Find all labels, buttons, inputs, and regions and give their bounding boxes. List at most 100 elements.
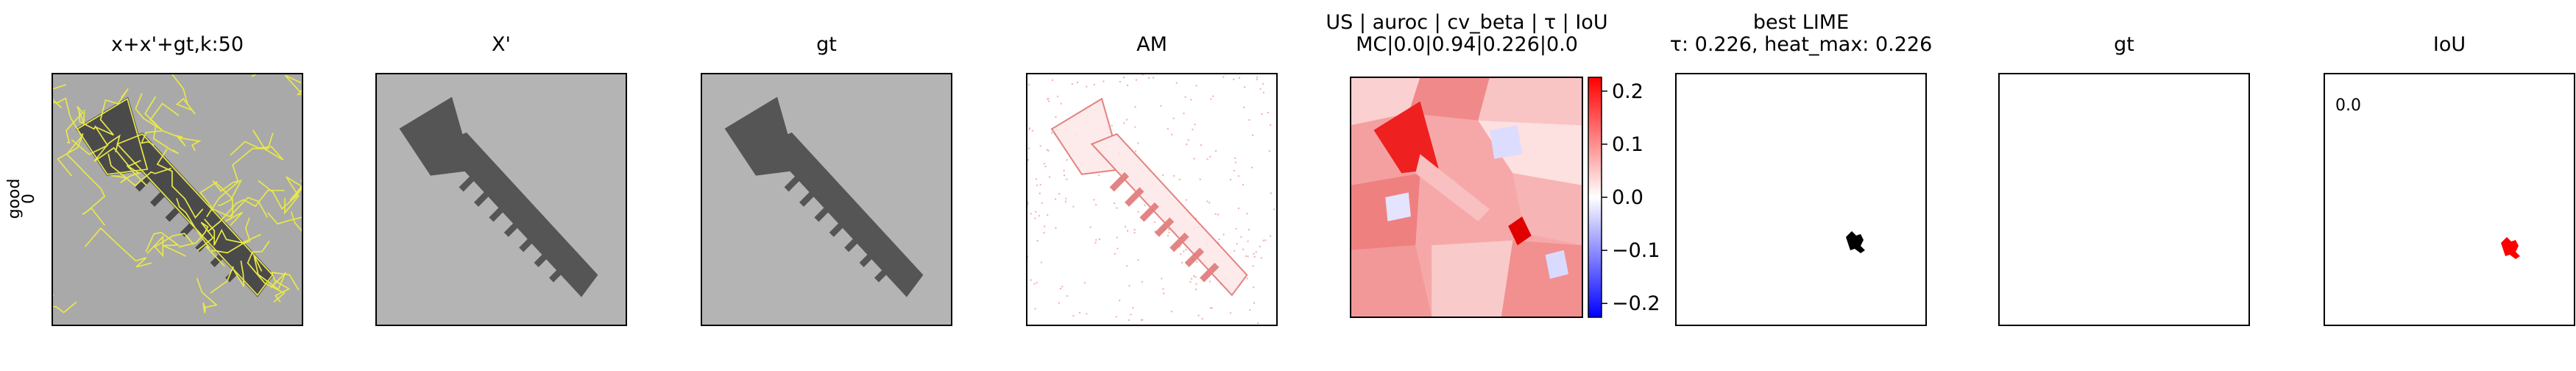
noise-dot xyxy=(1270,124,1272,126)
noise-dot xyxy=(1252,134,1254,136)
noise-dot xyxy=(1065,200,1067,202)
noise-dot xyxy=(1237,175,1239,177)
gt-outline xyxy=(76,97,149,175)
noise-dot xyxy=(1027,203,1029,205)
noise-dot xyxy=(1134,150,1136,152)
axes-frame xyxy=(375,73,627,326)
noise-dot xyxy=(1114,252,1116,255)
noise-dot xyxy=(1180,253,1182,255)
noise-dot xyxy=(1031,130,1033,132)
noise-dot xyxy=(1222,76,1225,78)
superpixel-boundary xyxy=(267,211,302,233)
superpixel-boundary xyxy=(107,153,172,187)
superpixel-boundary xyxy=(284,74,302,96)
noise-dot xyxy=(1036,184,1038,186)
noise-dot xyxy=(1134,126,1136,128)
noise-dot xyxy=(1191,278,1193,280)
noise-dot xyxy=(1154,221,1156,223)
noise-dot xyxy=(1144,204,1146,206)
noise-dot xyxy=(1125,119,1128,121)
iou-map xyxy=(2324,74,2575,325)
noise-dot xyxy=(1192,128,1194,130)
noise-dot xyxy=(1168,231,1170,233)
noise-dot xyxy=(1161,278,1163,280)
noise-dot xyxy=(1210,98,1212,100)
noise-dot xyxy=(1209,202,1211,204)
noise-dot xyxy=(1237,207,1239,209)
gt-outline xyxy=(116,133,274,297)
panel-title: gt xyxy=(816,33,837,56)
row-label: good xyxy=(5,179,24,219)
noise-dot xyxy=(1122,77,1125,79)
noise-dot xyxy=(1061,286,1064,288)
noise-dot xyxy=(1036,281,1038,283)
noise-dot xyxy=(1135,79,1137,81)
noise-dot xyxy=(1047,214,1049,216)
superpixel-boundary xyxy=(207,189,285,233)
axes-frame xyxy=(1350,77,1583,318)
noise-dot xyxy=(1253,302,1256,304)
noise-dot xyxy=(1127,85,1129,87)
noise-dot xyxy=(1038,192,1041,194)
noise-dot xyxy=(1071,82,1073,85)
noise-dot xyxy=(1093,84,1095,86)
noise-dot xyxy=(1055,116,1057,119)
noise-dot xyxy=(1128,319,1130,321)
noise-dot xyxy=(1119,80,1121,82)
noise-dot xyxy=(1264,239,1267,241)
noise-dot xyxy=(1040,261,1042,264)
noise-dot xyxy=(1030,213,1032,215)
noise-dot xyxy=(1028,128,1030,130)
noise-dot xyxy=(1201,318,1203,320)
noise-dot xyxy=(1253,286,1255,289)
noise-dot xyxy=(1043,163,1045,165)
mask-blob xyxy=(1846,231,1865,253)
axes-frame xyxy=(1026,73,1278,326)
noise-dot xyxy=(1103,80,1105,82)
noise-dot xyxy=(1249,309,1251,311)
noise-dot xyxy=(1185,199,1187,201)
noise-dot xyxy=(1222,233,1225,236)
noise-dot xyxy=(1141,280,1143,283)
noise-dot xyxy=(1161,174,1164,176)
noise-dot xyxy=(1035,211,1037,213)
superpixel-boundary xyxy=(156,148,204,219)
noise-dot xyxy=(1230,312,1232,314)
noise-dot xyxy=(1072,205,1075,208)
noise-dot xyxy=(1175,82,1178,84)
noise-dot xyxy=(1063,169,1065,172)
noise-dot xyxy=(1098,239,1100,241)
noise-dot xyxy=(1140,319,1142,321)
noise-dot xyxy=(1119,300,1121,302)
noise-dot xyxy=(1128,285,1130,287)
superpixel-boundary xyxy=(84,227,152,268)
noise-dot xyxy=(1233,169,1235,172)
noise-dot xyxy=(1154,230,1156,233)
colorbar-tick-label: 0.1 xyxy=(1612,133,1643,156)
noise-dot xyxy=(1255,251,1257,253)
noise-dot xyxy=(1055,227,1057,230)
axes-frame xyxy=(2324,73,2575,326)
noise-dot xyxy=(1235,227,1237,230)
image xyxy=(376,74,626,325)
noise-dot xyxy=(1238,77,1241,79)
noise-dot xyxy=(1256,78,1258,80)
noise-dot xyxy=(1041,202,1043,204)
noise-dot xyxy=(1028,147,1030,149)
row-label: 0 xyxy=(20,194,38,204)
noise-dot xyxy=(1050,132,1053,134)
colorbar xyxy=(1588,77,1602,318)
noise-dot xyxy=(1059,288,1061,290)
noise-dot xyxy=(1246,278,1248,280)
noise-dot xyxy=(1089,226,1091,228)
noise-dot xyxy=(1183,113,1185,115)
noise-dot xyxy=(1047,97,1050,99)
noise-dot xyxy=(1193,158,1195,160)
noise-dot xyxy=(1038,215,1041,217)
superpixel-boundary xyxy=(135,93,180,131)
noise-dot xyxy=(1189,281,1192,283)
superpixel-boundary xyxy=(140,130,183,146)
noise-dot xyxy=(1244,86,1246,88)
noise-dot xyxy=(1250,166,1253,169)
noise-dot xyxy=(1058,193,1061,195)
